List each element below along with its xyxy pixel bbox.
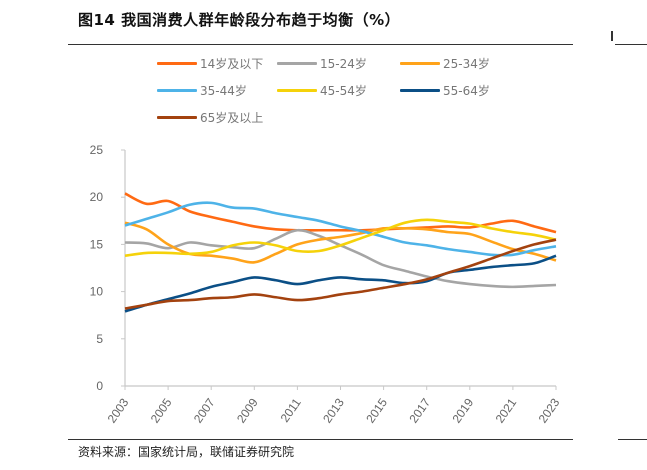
legend-swatch	[157, 62, 197, 65]
legend-item: 35-44岁	[157, 82, 247, 99]
adjacent-figure-title-fragment	[611, 31, 613, 41]
title-rule	[68, 44, 573, 45]
x-tick-label: 2021	[493, 395, 520, 425]
x-tick-label: 2005	[148, 395, 175, 425]
y-tick-label: 20	[90, 190, 104, 204]
series-line-5	[124, 218, 557, 258]
legend-item: 25-34岁	[400, 55, 490, 72]
legend-swatch	[277, 89, 317, 92]
legend-item: 14岁及以下	[157, 55, 263, 72]
legend-item: 45-54岁	[277, 82, 367, 99]
x-tick-label: 2017	[406, 395, 433, 425]
legend-swatch	[277, 62, 317, 65]
x-tick-label: 2015	[363, 395, 390, 425]
legend-label: 45-54岁	[320, 84, 367, 98]
y-tick-label: 10	[90, 285, 104, 299]
line-chart: 0 5 10 15 20 25 2003 2005 2007 2009 2011 2013 2015 20…	[90, 143, 563, 426]
legend-label: 35-44岁	[200, 84, 247, 98]
x-tick-label: 2007	[191, 395, 218, 425]
adjacent-figure-rule	[615, 44, 647, 45]
x-tick-label: 2013	[320, 395, 347, 425]
legend-label: 25-34岁	[443, 57, 490, 71]
legend-label: 15-24岁	[320, 57, 367, 71]
y-tick-label: 15	[90, 237, 104, 251]
legend-label: 14岁及以下	[200, 57, 264, 71]
source-note: 资料来源：国家统计局，联储证券研究院	[78, 445, 295, 459]
chart-title: 图14 我国消费人群年龄段分布趋于均衡（%）	[78, 11, 401, 29]
source-rule	[68, 439, 573, 440]
y-tick-label: 25	[90, 143, 104, 157]
legend-label: 55-64岁	[443, 84, 490, 98]
adjacent-source-rule	[618, 439, 647, 440]
y-tick-label: 0	[96, 379, 103, 393]
y-tick-label: 5	[96, 332, 103, 346]
x-tick-label: 2003	[105, 395, 132, 425]
x-tick-label: 2023	[536, 395, 563, 425]
legend-item: 15-24岁	[277, 55, 367, 72]
series-line-7	[124, 238, 557, 310]
x-tick-label: 2019	[449, 395, 476, 425]
series-line-4	[124, 201, 557, 257]
legend-item: 65岁及以上	[157, 109, 263, 126]
legend-swatch	[157, 116, 197, 119]
legend-swatch	[157, 89, 197, 92]
legend-swatch	[400, 62, 440, 65]
legend-item: 55-64岁	[400, 82, 490, 99]
x-tick-label: 2011	[278, 395, 304, 424]
series-line-6	[124, 254, 557, 313]
series-line-1	[124, 192, 557, 234]
legend-swatch	[400, 89, 440, 92]
x-tick-label: 2009	[234, 395, 261, 425]
legend-label: 65岁及以上	[200, 111, 264, 125]
